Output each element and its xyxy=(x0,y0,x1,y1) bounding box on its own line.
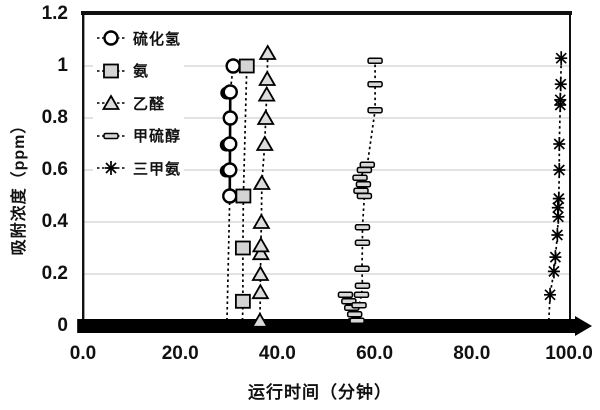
x-tick-label: 100.0 xyxy=(545,343,593,364)
legend-item-methyl-mercaptan: 甲硫醇 xyxy=(93,119,185,152)
y-tick-label: 0.4 xyxy=(41,211,68,232)
legend-label: 甲硫醇 xyxy=(133,128,182,146)
square-marker-icon xyxy=(97,63,125,79)
y-tick-label: 1.2 xyxy=(41,3,68,24)
legend: 硫化氢 氨 乙醛 甲硫醇 三甲氨 xyxy=(93,22,185,185)
x-tick-label: 0.0 xyxy=(69,343,97,364)
circle-marker-icon xyxy=(97,30,125,46)
legend-item-acetaldehyde: 乙醛 xyxy=(93,87,185,120)
hbar-marker-icon xyxy=(97,132,125,139)
y-tick-label: 0.8 xyxy=(41,107,68,128)
x-tick-label: 40.0 xyxy=(258,343,296,364)
legend-label: 乙醛 xyxy=(133,95,166,113)
y-tick-label: 0 xyxy=(57,315,68,336)
x-tick-label: 80.0 xyxy=(453,343,491,364)
x-tick-label: 20.0 xyxy=(161,343,199,364)
y-tick-label: 0.6 xyxy=(41,159,68,180)
legend-item-trimethylamine: 三甲氨 xyxy=(93,152,185,185)
legend-label: 硫化氢 xyxy=(133,30,182,48)
triangle-marker-icon xyxy=(97,94,125,111)
y-tick-label: 0.2 xyxy=(41,263,68,284)
x-tick-label: 60.0 xyxy=(356,343,394,364)
legend-item-hydrogen-sulfide: 硫化氢 xyxy=(93,22,185,55)
legend-item-ammonia: 氨 xyxy=(93,54,185,87)
x-axis-title: 运行时间（分钟） xyxy=(248,383,392,402)
legend-label: 三甲氨 xyxy=(133,160,182,178)
legend-label: 氨 xyxy=(133,63,150,81)
asterisk-marker-icon xyxy=(97,161,125,176)
y-tick-label: 1 xyxy=(57,55,68,76)
